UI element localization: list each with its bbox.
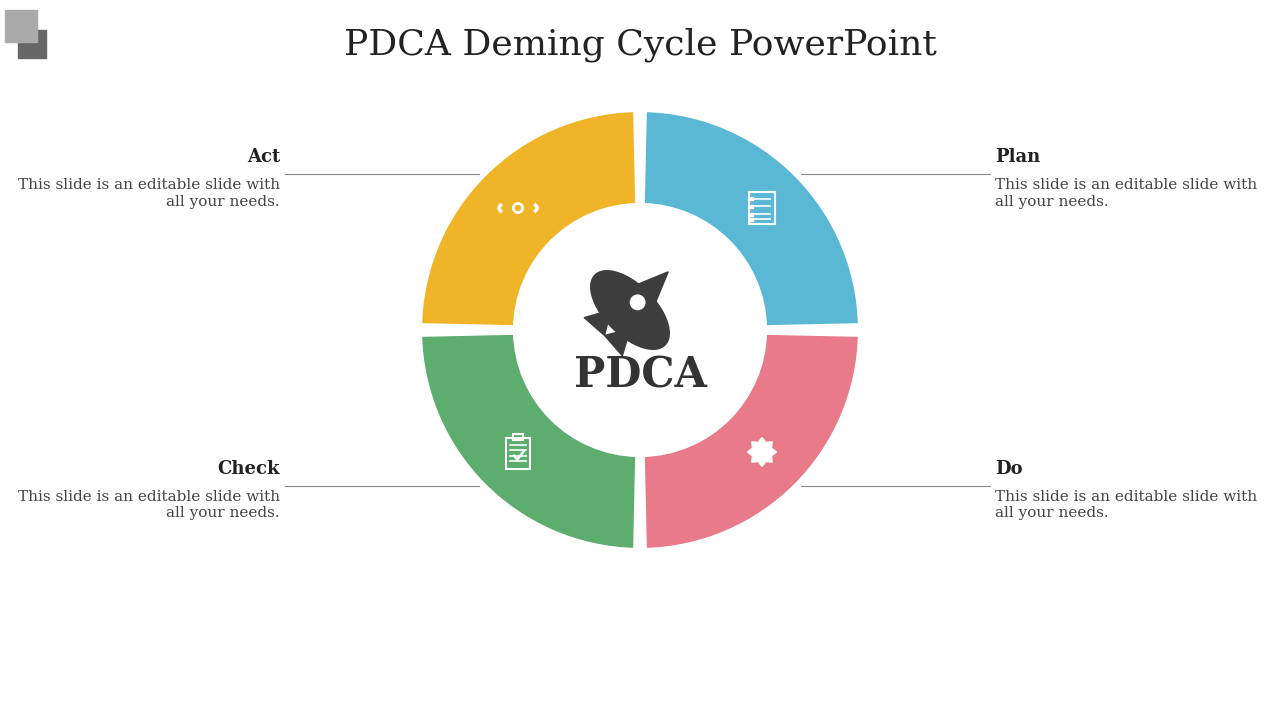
Circle shape bbox=[518, 208, 762, 452]
Circle shape bbox=[628, 293, 646, 311]
Text: This slide is an editable slide with
all your needs.: This slide is an editable slide with all… bbox=[995, 490, 1257, 520]
Wedge shape bbox=[420, 333, 637, 550]
Bar bbox=[750, 205, 753, 208]
Polygon shape bbox=[584, 310, 611, 336]
Text: Act: Act bbox=[247, 148, 280, 166]
Bar bbox=[750, 197, 753, 200]
Text: Plan: Plan bbox=[995, 148, 1041, 166]
Text: Check: Check bbox=[218, 459, 280, 477]
Bar bbox=[18, 30, 46, 58]
Wedge shape bbox=[643, 333, 860, 550]
Polygon shape bbox=[591, 271, 669, 349]
Text: PDCA Deming Cycle PowerPoint: PDCA Deming Cycle PowerPoint bbox=[343, 28, 937, 63]
Circle shape bbox=[758, 447, 767, 456]
Text: This slide is an editable slide with
all your needs.: This slide is an editable slide with all… bbox=[995, 179, 1257, 209]
Wedge shape bbox=[643, 110, 860, 328]
Text: This slide is an editable slide with
all your needs.: This slide is an editable slide with all… bbox=[18, 179, 280, 209]
Wedge shape bbox=[420, 110, 637, 328]
Polygon shape bbox=[614, 272, 668, 326]
Text: Do: Do bbox=[995, 459, 1023, 477]
Text: This slide is an editable slide with
all your needs.: This slide is an editable slide with all… bbox=[18, 490, 280, 520]
Bar bbox=[750, 212, 753, 215]
Text: PDCA: PDCA bbox=[573, 354, 707, 396]
Polygon shape bbox=[604, 329, 630, 356]
Bar bbox=[750, 218, 753, 221]
Bar bbox=[5, 10, 37, 42]
Polygon shape bbox=[748, 438, 777, 467]
